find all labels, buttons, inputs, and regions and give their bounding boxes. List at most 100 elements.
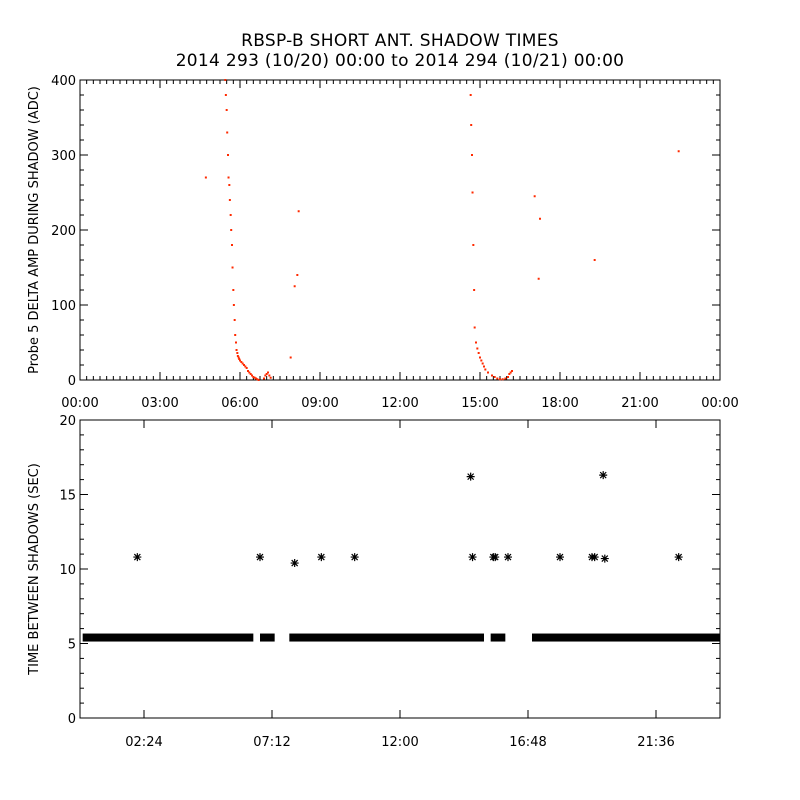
top-plot-frame xyxy=(79,79,721,381)
top-data-point xyxy=(236,355,239,357)
bottom-data-point xyxy=(504,553,512,562)
top-data-point xyxy=(230,229,233,231)
top-data-point xyxy=(477,352,480,354)
bottom-data-point xyxy=(350,553,359,562)
bottom-data-point xyxy=(674,553,683,562)
top-data-point xyxy=(537,277,540,280)
top-x-tick-label: 21:00 xyxy=(621,396,658,411)
bottom-data-point xyxy=(466,472,475,481)
top-data-point xyxy=(469,94,472,96)
chart-title-block: RBSP-B SHORT ANT. SHADOW TIMES 2014 293 … xyxy=(0,31,800,71)
top-data-point xyxy=(255,377,257,380)
top-y-tick-label: 0 xyxy=(68,374,76,389)
top-data-point xyxy=(204,176,207,179)
top-data-point xyxy=(511,370,513,372)
top-data-point xyxy=(240,361,243,363)
top-data-point xyxy=(533,195,536,198)
top-data-point xyxy=(593,259,596,261)
top-y-tick-label: 400 xyxy=(51,74,76,89)
top-data-point xyxy=(257,379,260,381)
top-data-point xyxy=(236,352,239,354)
top-data-point xyxy=(472,244,475,246)
bottom-data-point xyxy=(290,559,299,568)
bottom-y-tick-label: 20 xyxy=(59,414,76,429)
bottom-baseline-band xyxy=(490,633,506,642)
top-data-point xyxy=(293,285,296,288)
top-data-point xyxy=(235,349,238,351)
top-data-point xyxy=(241,362,244,365)
top-data-point xyxy=(249,373,252,375)
top-y-tick-label: 100 xyxy=(51,299,76,314)
top-data-point xyxy=(265,373,268,375)
top-data-point xyxy=(491,374,493,377)
top-x-tick-label: 12:00 xyxy=(381,396,418,411)
top-data-point xyxy=(224,94,227,96)
top-y-tick-label: 200 xyxy=(51,224,76,239)
bottom-x-tick-label: 12:00 xyxy=(381,735,418,750)
top-data-point xyxy=(479,356,481,359)
bottom-x-tick-label: 07:12 xyxy=(253,735,290,750)
top-data-point xyxy=(248,371,251,374)
top-data-point xyxy=(297,210,300,213)
chart-title: RBSP-B SHORT ANT. SHADOW TIMES xyxy=(241,31,559,51)
bottom-baseline-band xyxy=(260,633,275,642)
top-data-point xyxy=(499,378,501,381)
bottom-y-axis-title: TIME BETWEEN SHADOWS (SEC) xyxy=(27,463,42,676)
bottom-data-point xyxy=(468,553,477,562)
top-data-point xyxy=(296,274,299,276)
bottom-baseline-band xyxy=(532,633,720,642)
top-data-point xyxy=(481,362,484,365)
top-data-point xyxy=(237,356,240,359)
top-data-point xyxy=(244,365,247,368)
top-data-point xyxy=(224,79,227,81)
top-data-point xyxy=(476,347,479,350)
top-data-point xyxy=(501,378,504,381)
top-data-point xyxy=(508,373,511,375)
top-data-point xyxy=(507,376,509,378)
top-data-point xyxy=(227,176,230,179)
top-data-point xyxy=(493,376,496,378)
top-data-point xyxy=(239,359,241,362)
top-data-point xyxy=(471,154,473,156)
top-data-point xyxy=(267,371,269,374)
bottom-y-tick-label: 5 xyxy=(68,638,76,653)
top-data-point xyxy=(509,371,512,374)
top-x-tick-label: 06:00 xyxy=(221,396,258,411)
bottom-data-point xyxy=(556,553,564,562)
top-data-point xyxy=(263,377,265,380)
top-data-point xyxy=(243,364,245,366)
chart-subtitle: 2014 293 (10/20) 00:00 to 2014 294 (10/2… xyxy=(175,51,625,71)
top-data-point xyxy=(470,124,473,126)
top-data-point xyxy=(228,199,231,201)
top-data-point xyxy=(473,289,476,291)
top-data-point xyxy=(252,376,255,378)
top-data-point xyxy=(245,367,248,369)
bottom-y-tick-label: 15 xyxy=(59,489,76,504)
top-data-point xyxy=(256,378,259,381)
top-data-point xyxy=(234,334,237,336)
top-y-tick-label: 300 xyxy=(51,149,76,164)
bottom-y-tick-label: 0 xyxy=(68,712,76,727)
bottom-data-point xyxy=(590,553,599,562)
top-data-point xyxy=(235,341,237,344)
bottom-data-point xyxy=(133,553,142,562)
top-data-point xyxy=(471,191,474,194)
bottom-data-point xyxy=(599,471,608,480)
top-x-tick-label: 18:00 xyxy=(541,396,578,411)
top-data-point xyxy=(238,358,241,360)
top-data-point xyxy=(264,374,267,377)
top-data-point xyxy=(487,371,489,374)
top-data-point xyxy=(231,244,233,246)
top-data-point xyxy=(677,150,680,153)
top-data-point xyxy=(231,266,234,269)
bottom-baseline-band xyxy=(289,633,484,642)
top-data-point xyxy=(480,359,483,362)
top-x-tick-label: 00:00 xyxy=(61,396,98,411)
top-data-point xyxy=(496,377,499,380)
bottom-data-point xyxy=(491,553,500,562)
top-data-point xyxy=(475,341,477,344)
bottom-y-tick-label: 10 xyxy=(59,563,76,578)
top-data-point xyxy=(227,154,229,156)
top-data-point xyxy=(484,368,487,371)
top-x-tick-label: 00:00 xyxy=(701,396,738,411)
